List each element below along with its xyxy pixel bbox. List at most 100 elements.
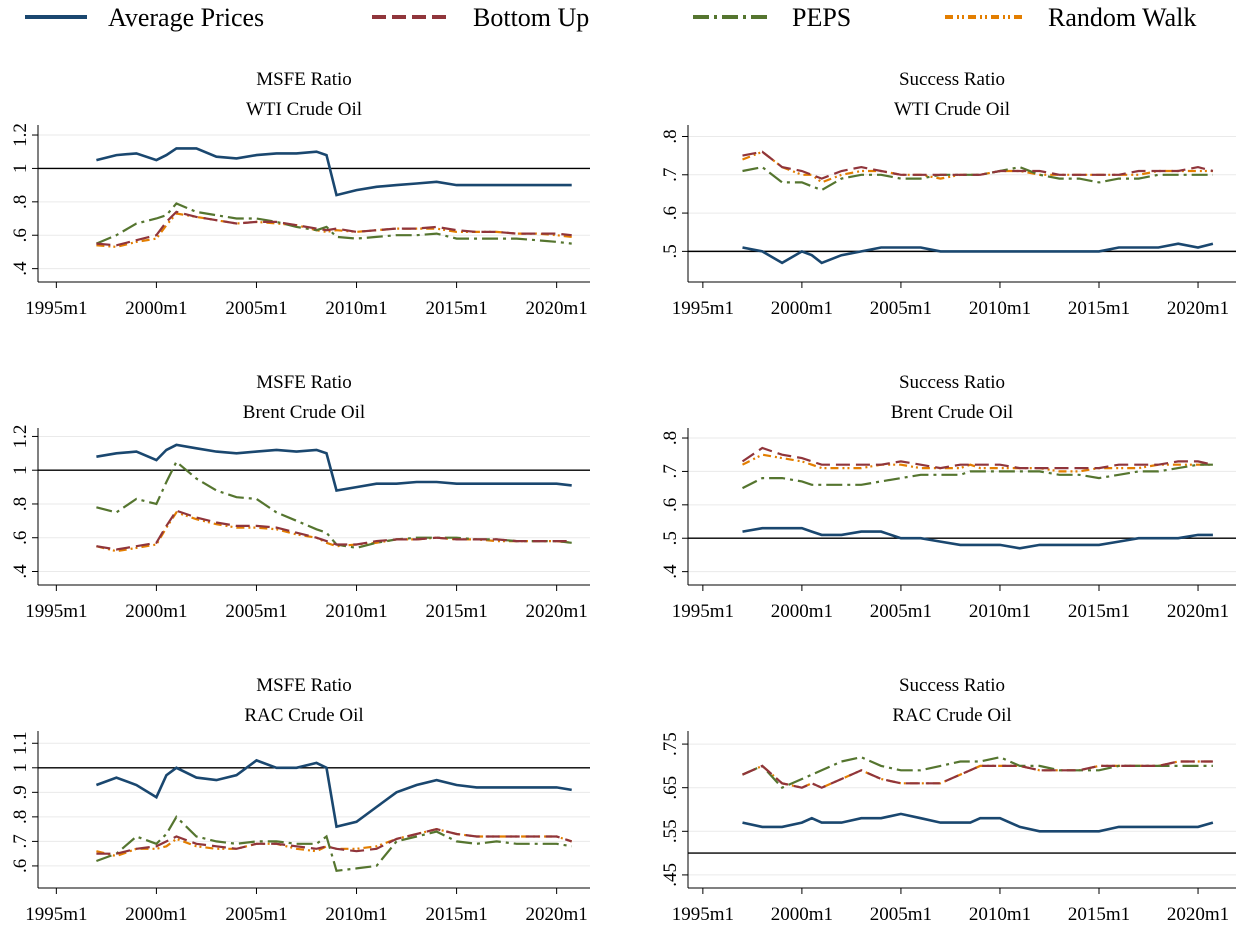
chart-subtitle: WTI Crude Oil [894,99,1010,120]
y-tick-label: .7 [660,168,681,182]
y-tick-label: 1.1 [10,731,31,755]
x-tick-label: 2020m1 [1167,904,1229,925]
legend-label: PEPS [792,3,851,32]
y-tick-label: .75 [660,732,681,756]
chart-subtitle: Brent Crude Oil [243,402,365,423]
x-tick-label: 2000m1 [125,904,187,925]
series-line [95,758,572,829]
y-tick-label: .8 [10,497,31,511]
y-tick-label: .4 [10,261,31,276]
x-tick-label: 2015m1 [425,298,487,319]
series-line [742,150,1214,180]
series-line [742,165,1213,192]
x-tick-label: 2000m1 [771,601,833,622]
series-line [742,453,1213,473]
x-tick-label: 2015m1 [1068,904,1130,925]
x-tick-label: 2005m1 [225,298,287,319]
x-tick-label: 2010m1 [969,601,1031,622]
y-tick-label: .6 [660,498,681,512]
y-tick-label: .45 [660,863,681,887]
x-tick-label: 2000m1 [125,601,187,622]
x-tick-label: 2010m1 [325,298,387,319]
chart-subtitle: RAC Crude Oil [892,705,1011,726]
series-line [96,827,573,858]
series-line [95,202,572,245]
chart-title: MSFE Ratio [256,372,352,393]
y-tick-label: .9 [10,785,31,799]
series-line [742,463,1213,490]
series-line [96,511,572,553]
x-tick-label: 2010m1 [969,298,1031,319]
y-tick-label: .8 [660,431,681,445]
y-tick-label: .6 [10,228,31,242]
y-tick-label: .5 [660,531,681,545]
x-tick-label: 2015m1 [1068,298,1130,319]
x-tick-label: 2005m1 [870,601,932,622]
x-tick-label: 2020m1 [526,601,588,622]
series-line [96,827,573,855]
x-tick-label: 2005m1 [225,601,287,622]
series-line [96,147,572,197]
x-tick-label: 1995m1 [672,298,734,319]
y-tick-label: .4 [10,564,31,579]
chart-title: Success Ratio [899,372,1005,393]
chart-title: MSFE Ratio [256,69,352,90]
series-line [742,760,1213,789]
series-line [96,443,572,492]
chart-subtitle: RAC Crude Oil [244,705,363,726]
y-tick-label: .6 [660,206,681,220]
x-tick-label: 2005m1 [870,298,932,319]
x-tick-label: 2005m1 [870,904,932,925]
y-tick-label: .4 [660,564,681,579]
series-line [96,460,572,550]
y-tick-label: .6 [10,531,31,545]
chart-subtitle: WTI Crude Oil [246,99,362,120]
chart-subtitle: Brent Crude Oil [891,402,1013,423]
x-tick-label: 2020m1 [526,298,588,319]
series-line [742,526,1213,550]
x-tick-label: 2020m1 [1167,601,1229,622]
x-tick-label: 2020m1 [1167,298,1229,319]
y-tick-label: 1 [10,763,31,773]
chart-title: Success Ratio [899,675,1005,696]
y-tick-label: .7 [10,834,31,848]
x-tick-label: 2010m1 [325,904,387,925]
x-tick-label: 1995m1 [25,298,87,319]
y-tick-label: .8 [10,810,31,824]
x-tick-label: 2010m1 [969,904,1031,925]
series-line [742,812,1214,833]
y-tick-label: .8 [10,195,31,209]
series-line [96,210,572,247]
y-tick-label: .5 [660,244,681,258]
series-line [742,242,1214,265]
x-tick-label: 2010m1 [325,601,387,622]
x-tick-label: 2020m1 [526,904,588,925]
x-tick-label: 1995m1 [672,601,734,622]
x-tick-label: 2000m1 [125,298,187,319]
x-tick-label: 2015m1 [425,601,487,622]
y-tick-label: 1.2 [10,425,31,449]
chart-title: MSFE Ratio [256,675,352,696]
y-tick-label: 1 [10,465,31,475]
series-line [96,212,572,249]
series-line [96,509,572,551]
x-tick-label: 1995m1 [672,904,734,925]
y-tick-label: .6 [10,859,31,873]
y-tick-label: 1.2 [10,123,31,147]
series-line [742,150,1213,184]
x-tick-label: 2005m1 [225,904,287,925]
x-tick-label: 2015m1 [425,904,487,925]
y-tick-label: .65 [660,776,681,800]
y-tick-label: .55 [660,819,681,843]
x-tick-label: 1995m1 [25,904,87,925]
series-line [96,815,572,873]
legend-label: Bottom Up [473,3,589,32]
y-tick-label: 1 [10,164,31,174]
x-tick-label: 2000m1 [771,904,833,925]
legend-label: Average Prices [108,3,264,32]
x-tick-label: 2000m1 [771,298,833,319]
legend-label: Random Walk [1048,3,1196,32]
chart-title: Success Ratio [899,69,1005,90]
x-tick-label: 1995m1 [25,601,87,622]
